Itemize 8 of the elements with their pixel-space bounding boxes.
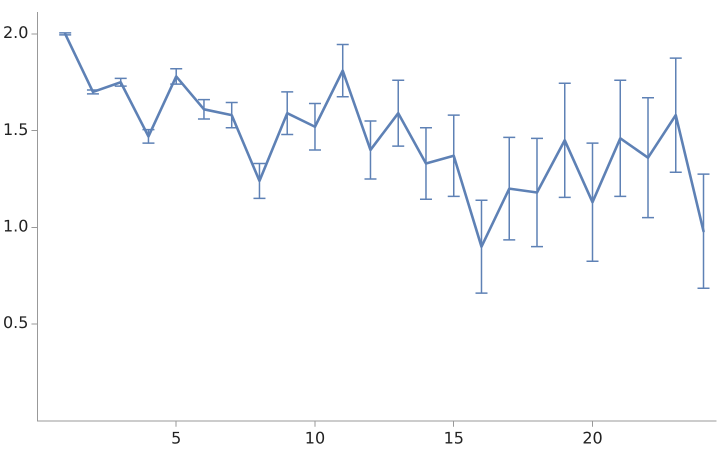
- y-tick-label: 0.5: [2, 313, 28, 332]
- y-tick-label: 2.0: [2, 23, 28, 42]
- x-tick-label: 15: [444, 428, 464, 448]
- y-tick-label: 1.5: [2, 120, 28, 139]
- y-tick-label: 1.0: [2, 216, 28, 236]
- x-tick-label: 5: [171, 428, 182, 448]
- x-tick-label: 20: [582, 428, 603, 448]
- x-tick-label: 10: [304, 428, 326, 448]
